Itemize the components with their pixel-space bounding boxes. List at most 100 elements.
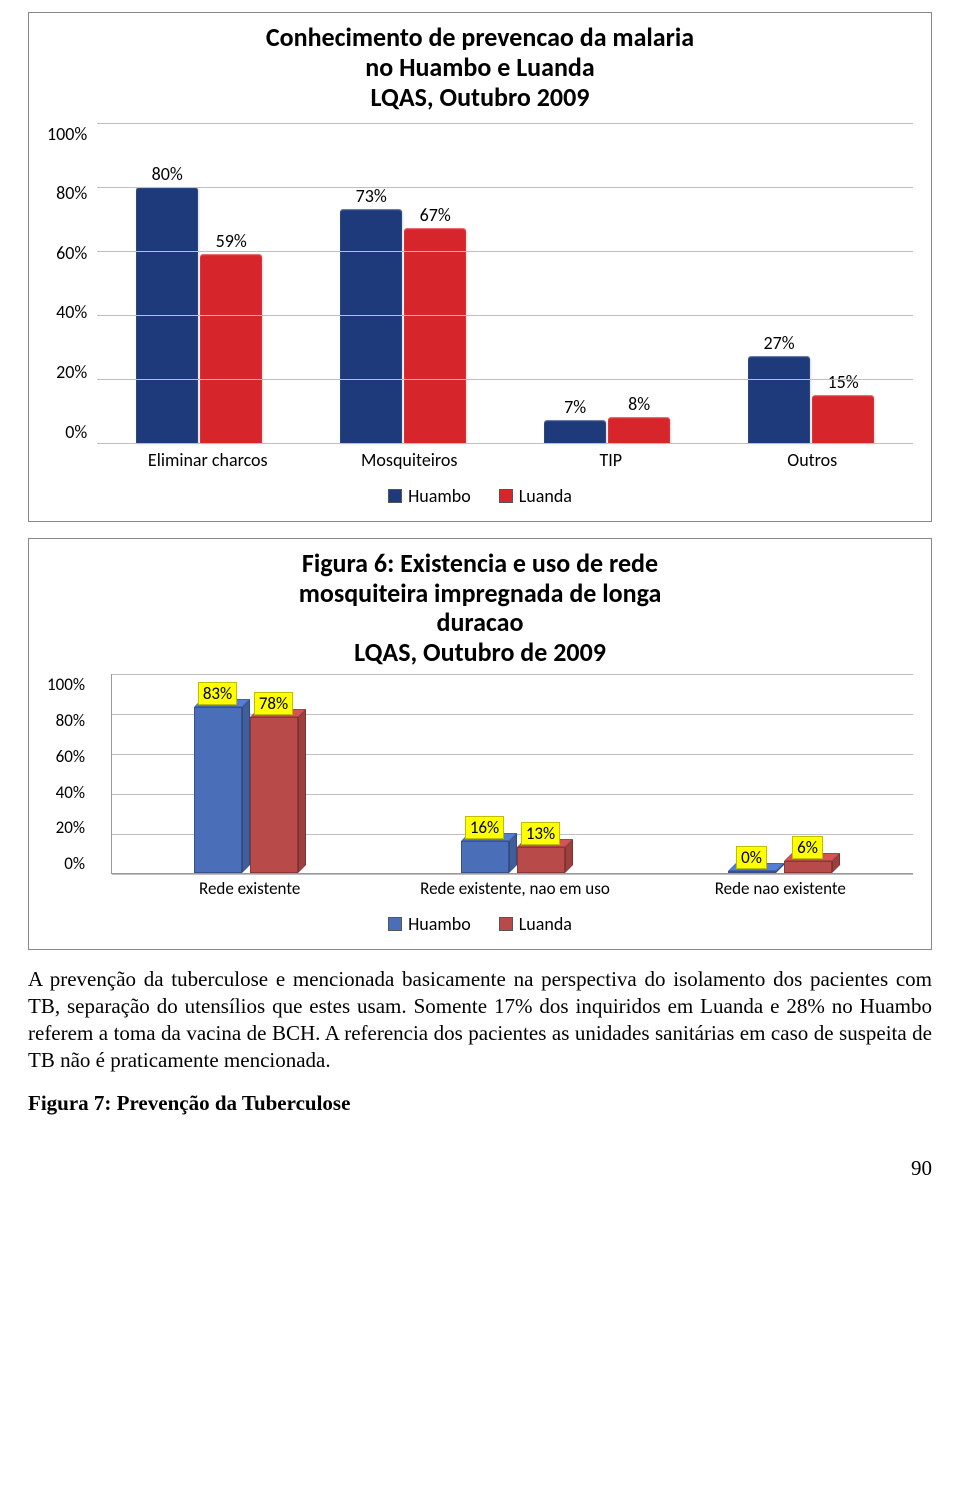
chart1-y-tick: 60%	[56, 242, 87, 264]
chart2-x-axis: Rede existenteRede existente, nao em uso…	[117, 880, 913, 899]
chart2-bar-label: 13%	[521, 822, 560, 845]
legend-swatch-luanda	[499, 917, 513, 931]
chart2-title-line4: LQAS, Outubro de 2009	[47, 638, 913, 668]
chart2-y-tick: 40%	[56, 782, 85, 803]
chart1-group: 73% 67%	[301, 123, 505, 443]
chart2-legend: Huambo Luanda	[47, 913, 913, 935]
chart1-y-tick: 40%	[56, 301, 87, 323]
chart2-bar	[194, 707, 242, 873]
chart1-bar-wrap: 8%	[608, 393, 670, 443]
legend-label-luanda: Luanda	[519, 485, 572, 507]
chart2-category-label: Rede existente	[117, 880, 382, 899]
chart2-bar-label: 16%	[465, 816, 504, 839]
chart2-bar	[517, 847, 565, 873]
chart2-title: Figura 6: Existencia e uso de rede mosqu…	[47, 549, 913, 669]
chart1-bar	[404, 228, 466, 442]
paragraph-text: A prevenção da tuberculose e mencionada …	[28, 966, 932, 1074]
chart2-bar	[250, 717, 298, 873]
chart1-title-line3: LQAS, Outubro 2009	[47, 83, 913, 113]
chart1-y-axis: 100% 80% 60% 40% 20% 0%	[47, 123, 97, 443]
chart1-bar-label: 15%	[827, 371, 858, 393]
chart2-bar-groups: 83% 78% 16% 13% 0% 6%	[112, 674, 913, 873]
chart2-title-line1: Figura 6: Existencia e uso de rede	[47, 549, 913, 579]
chart1-plot-row: 100% 80% 60% 40% 20% 0% 80% 59% 73% 67% 7% 8% 27% 15…	[47, 123, 913, 443]
chart1-bar	[200, 254, 262, 443]
chart1-group: 80% 59%	[97, 123, 301, 443]
chart1-y-tick: 80%	[56, 182, 87, 204]
chart1-category-label: TIP	[510, 443, 712, 471]
chart1-bar-wrap: 15%	[812, 371, 874, 443]
chart1-gridline	[97, 187, 913, 188]
chart1-bar-label: 8%	[628, 393, 650, 415]
chart1-category-label: Mosquiteiros	[309, 443, 511, 471]
legend-item-huambo: Huambo	[388, 485, 471, 507]
chart1-bar	[608, 417, 670, 443]
chart2-plot-row: 100% 80% 60% 40% 20% 0% 83% 78% 16% 13% 0% 6%	[47, 674, 913, 874]
legend-swatch-huambo	[388, 489, 402, 503]
legend-label-luanda: Luanda	[519, 913, 572, 935]
chart2-y-axis: 100% 80% 60% 40% 20% 0%	[47, 674, 91, 874]
legend-item-huambo: Huambo	[388, 913, 471, 935]
chart2-group: 83% 78%	[112, 674, 379, 873]
chart1-bar-label: 7%	[564, 396, 586, 418]
chart1-bar-label: 73%	[356, 185, 387, 207]
chart1-bar-label: 59%	[216, 230, 247, 252]
figure7-caption: Figura 7: Prevenção da Tuberculose	[28, 1091, 932, 1116]
chart2-bar-label: 0%	[736, 846, 767, 869]
chart2-y-tick: 0%	[64, 853, 85, 874]
chart1-y-tick: 100%	[47, 123, 87, 145]
chart1-gridline	[97, 315, 913, 316]
chart1-category-label: Outros	[712, 443, 914, 471]
chart2-bar	[728, 871, 776, 873]
chart2-y-tick: 60%	[56, 746, 85, 767]
chart1-bar-label: 80%	[152, 163, 183, 185]
chart1-bar	[544, 420, 606, 442]
chart1-bar	[748, 356, 810, 442]
legend-item-luanda: Luanda	[499, 485, 572, 507]
chart1-gridline	[97, 251, 913, 252]
chart1-bar-groups: 80% 59% 73% 67% 7% 8% 27% 15%	[97, 123, 913, 443]
chart1-bar-wrap: 27%	[748, 332, 810, 442]
chart2-bar-label: 83%	[198, 682, 237, 705]
chart1-bar-label: 27%	[763, 332, 794, 354]
chart2-bar-wrap: 0%	[728, 846, 776, 873]
chart2-y-tick: 100%	[47, 674, 85, 695]
chart1-y-tick: 0%	[65, 421, 87, 443]
chart2-bar-wrap: 78%	[250, 692, 298, 873]
chart2-y-tick: 20%	[56, 817, 85, 838]
chart1-gridline	[97, 123, 913, 124]
legend-swatch-luanda	[499, 489, 513, 503]
legend-swatch-huambo	[388, 917, 402, 931]
chart1-x-axis: Eliminar charcosMosquiteirosTIPOutros	[107, 443, 913, 471]
chart1-bar-wrap: 7%	[544, 396, 606, 442]
chart1-y-tick: 20%	[56, 361, 87, 383]
chart1-gridline	[97, 443, 913, 444]
page-number: 90	[28, 1156, 932, 1181]
chart1-title: Conhecimento de prevencao da malaria no …	[47, 23, 913, 113]
chart1-group: 27% 15%	[709, 123, 913, 443]
chart2-group: 16% 13%	[379, 674, 646, 873]
chart1-bar-label: 67%	[420, 204, 451, 226]
chart1-group: 7% 8%	[505, 123, 709, 443]
chart1-bar	[340, 209, 402, 443]
chart2-bar	[461, 841, 509, 873]
legend-item-luanda: Luanda	[499, 913, 572, 935]
chart2-plot-area: 83% 78% 16% 13% 0% 6%	[111, 674, 913, 874]
chart2-bar	[784, 861, 832, 873]
chart2-title-line3: duracao	[47, 608, 913, 638]
chart2-bar-wrap: 13%	[517, 822, 565, 873]
chart2-gridline	[112, 874, 913, 875]
chart2-bar-wrap: 6%	[784, 836, 832, 873]
chart2-title-line2: mosquiteira impregnada de longa	[47, 579, 913, 609]
chart2-container: Figura 6: Existencia e uso de rede mosqu…	[28, 538, 932, 950]
chart2-y-tick: 80%	[56, 710, 85, 731]
chart1-category-label: Eliminar charcos	[107, 443, 309, 471]
chart2-group: 0% 6%	[646, 674, 913, 873]
chart1-bar	[812, 395, 874, 443]
chart1-bar-wrap: 67%	[404, 204, 466, 442]
chart1-title-line1: Conhecimento de prevencao da malaria	[47, 23, 913, 53]
chart1-bar-wrap: 80%	[136, 163, 198, 443]
chart1-title-line2: no Huambo e Luanda	[47, 53, 913, 83]
legend-label-huambo: Huambo	[408, 485, 471, 507]
chart1-legend: Huambo Luanda	[47, 485, 913, 507]
